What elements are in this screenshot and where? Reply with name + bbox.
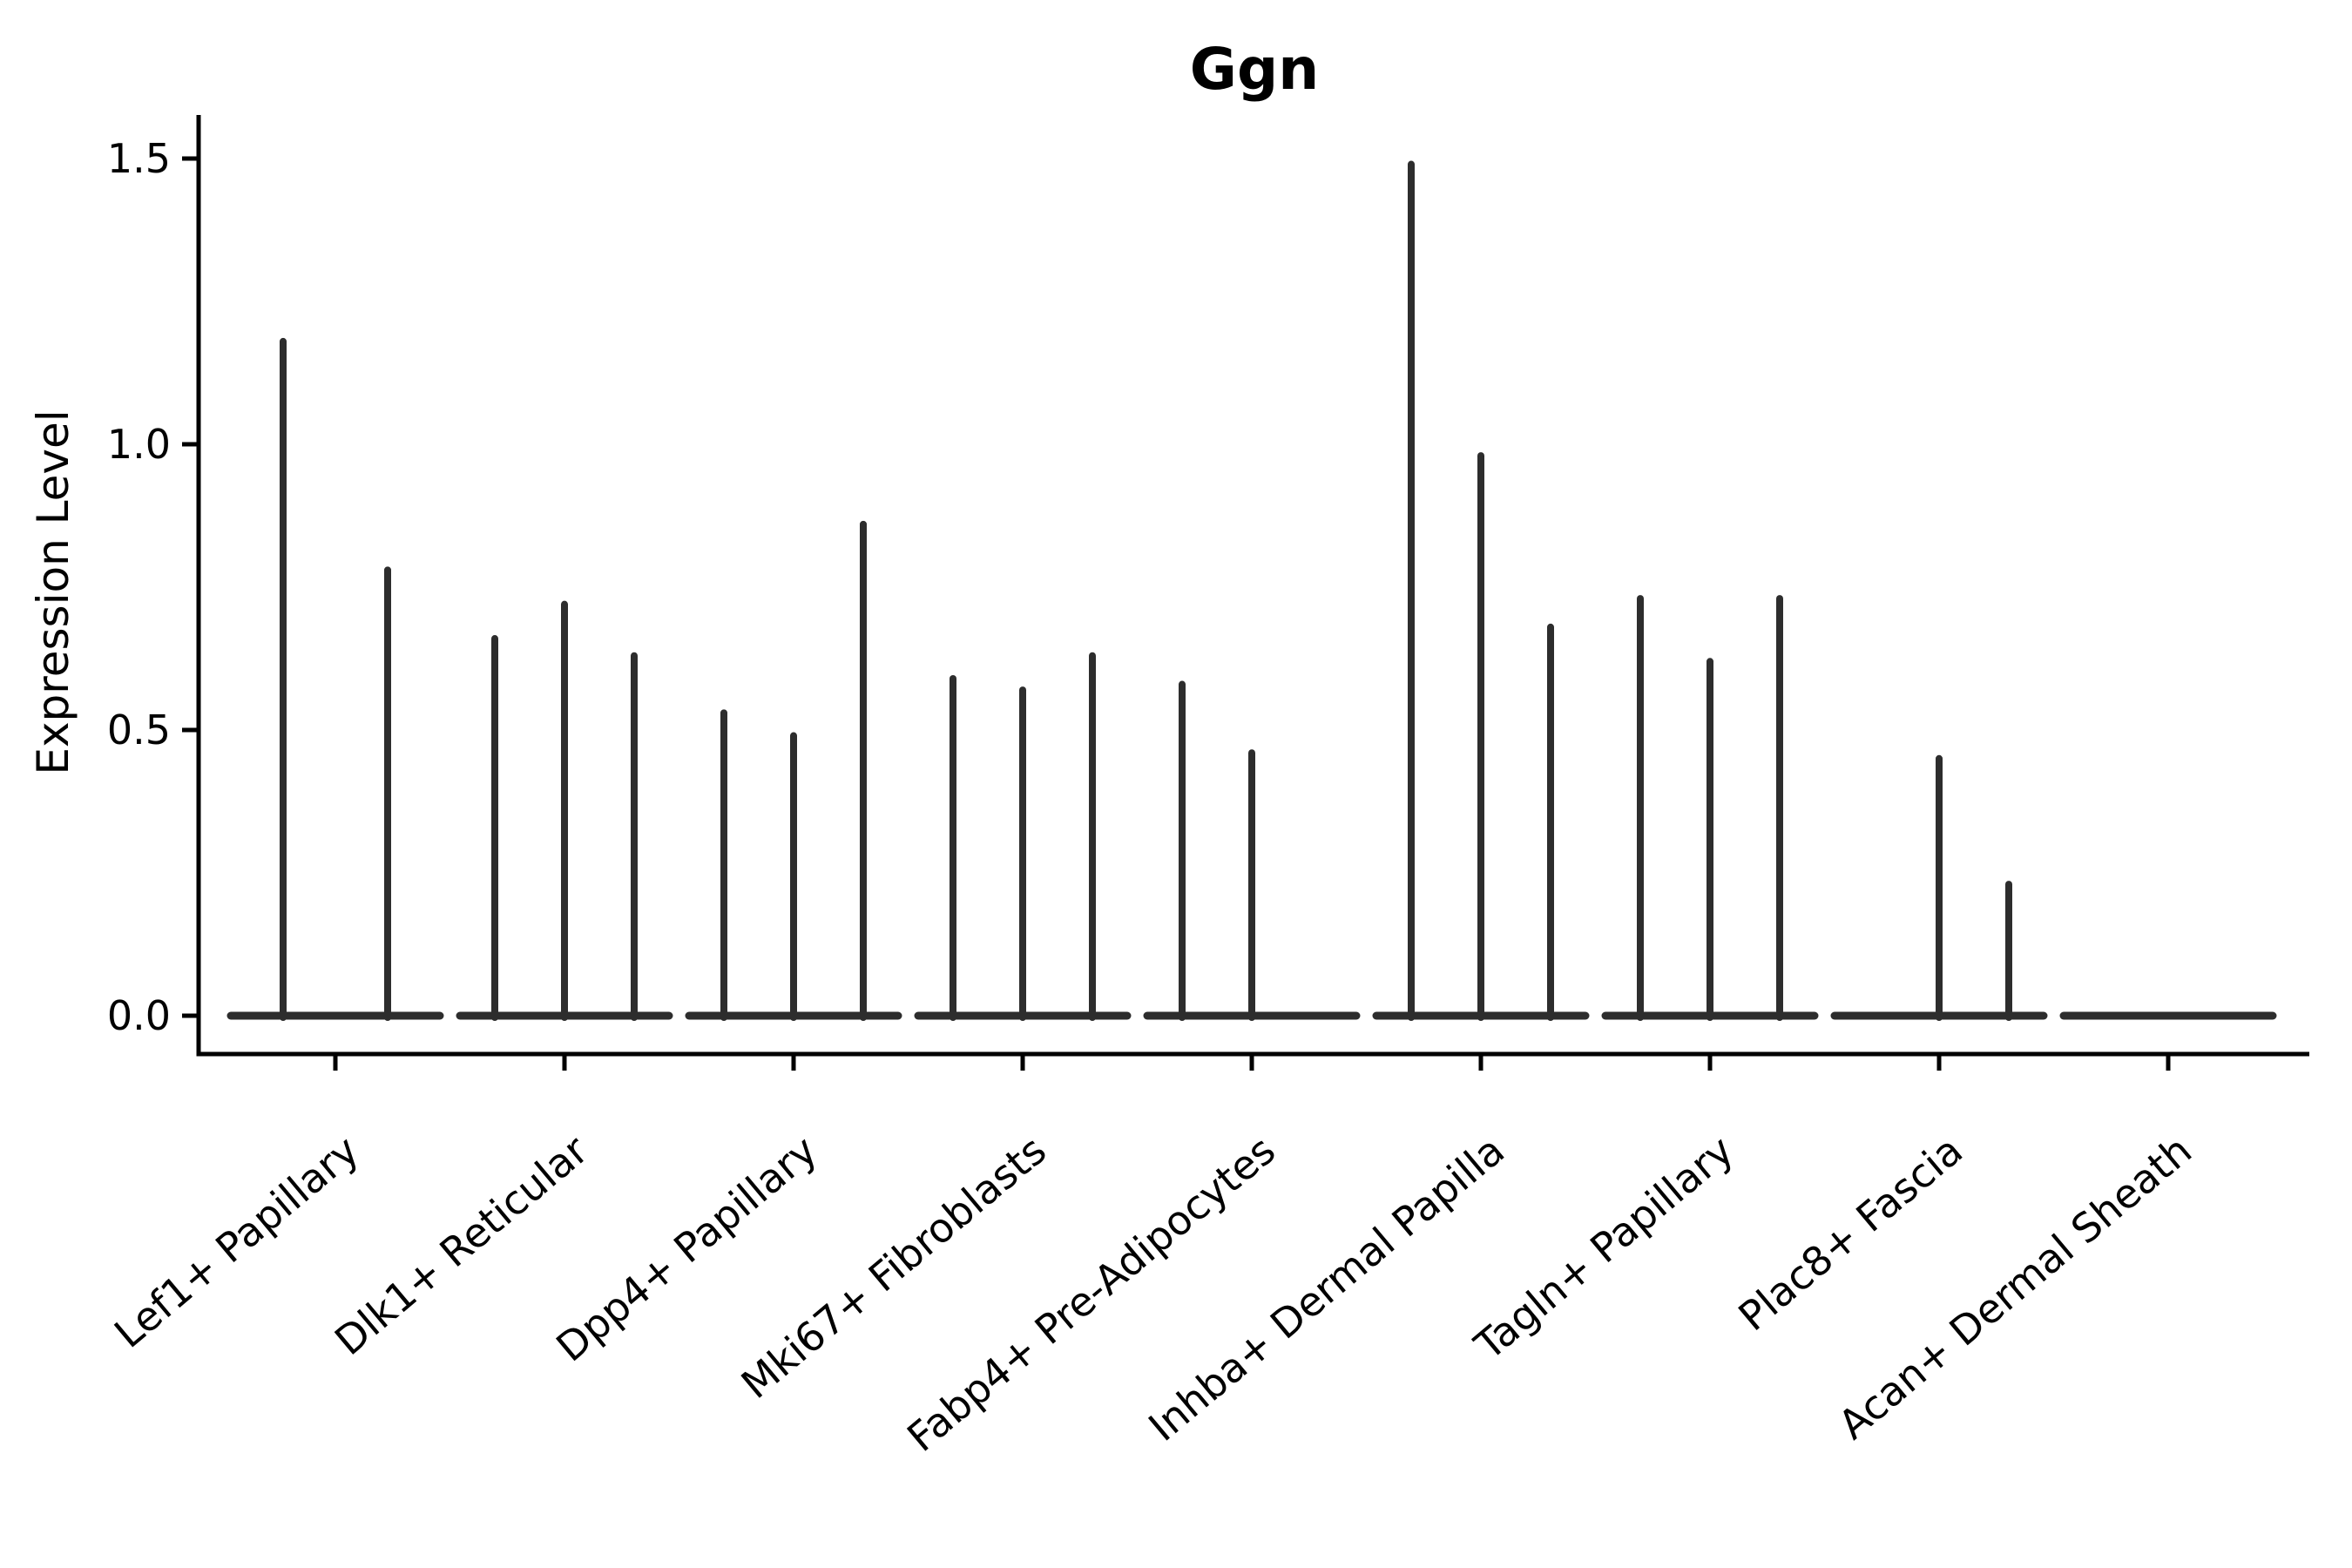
plot-title: Ggn: [1190, 36, 1319, 103]
violin-group-3: [685, 520, 902, 1021]
y-tick-label: 1.0: [107, 421, 171, 468]
violin-group-6: [1372, 160, 1590, 1021]
violin-group-5: [1143, 680, 1361, 1021]
y-tick-label: 0.0: [107, 992, 171, 1039]
axes: [196, 115, 2309, 1057]
violins: [226, 160, 2277, 1021]
y-axis-label: Expression Level: [28, 409, 78, 774]
y-axis-ticks: 0.0 0.5 1.0 1.5: [107, 135, 199, 1039]
x-tick-label: Plac8+ Fascia: [1729, 1126, 1971, 1340]
x-tick-label: Lef1+ Papillary: [105, 1126, 368, 1357]
y-tick-label: 1.5: [107, 135, 171, 182]
y-tick-label: 0.5: [107, 706, 171, 754]
violin-group-2: [456, 600, 673, 1021]
violin-group-8: [1830, 754, 2048, 1021]
violin-group-1: [226, 337, 444, 1021]
x-tick-label: Fabp4+ Pre-Adipocytes: [898, 1126, 1284, 1461]
violin-group-4: [914, 652, 1132, 1021]
violin-group-7: [1601, 595, 1819, 1021]
